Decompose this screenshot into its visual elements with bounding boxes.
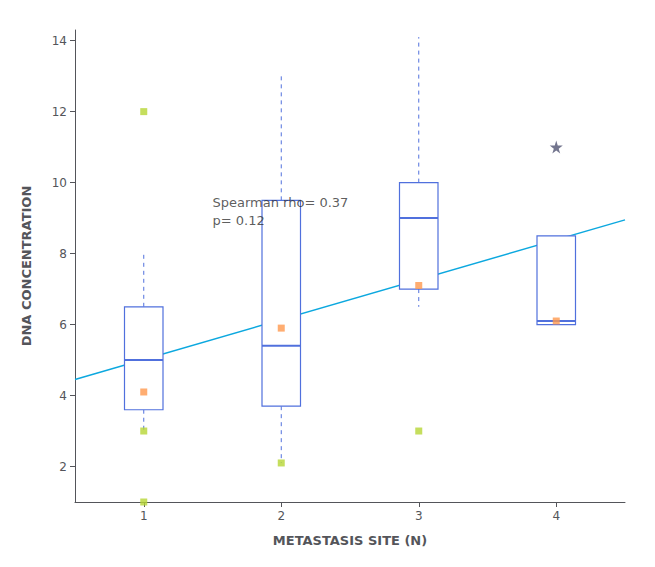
svg-text:p= 0.12: p= 0.12 (213, 213, 265, 228)
svg-text:6: 6 (59, 318, 67, 332)
svg-text:3: 3 (415, 509, 423, 523)
svg-text:METASTASIS SITE (N): METASTASIS SITE (N) (273, 533, 427, 548)
svg-text:2: 2 (59, 460, 67, 474)
svg-text:2: 2 (277, 509, 285, 523)
svg-text:4: 4 (59, 389, 67, 403)
svg-text:12: 12 (52, 105, 67, 119)
svg-text:1: 1 (140, 509, 148, 523)
svg-text:14: 14 (52, 34, 67, 48)
svg-text:Spearman rho= 0.37: Spearman rho= 0.37 (213, 195, 349, 210)
svg-text:10: 10 (52, 176, 67, 190)
svg-text:4: 4 (552, 509, 560, 523)
svg-text:DNA CONCENTRATION: DNA CONCENTRATION (19, 186, 34, 347)
svg-text:8: 8 (59, 247, 67, 261)
